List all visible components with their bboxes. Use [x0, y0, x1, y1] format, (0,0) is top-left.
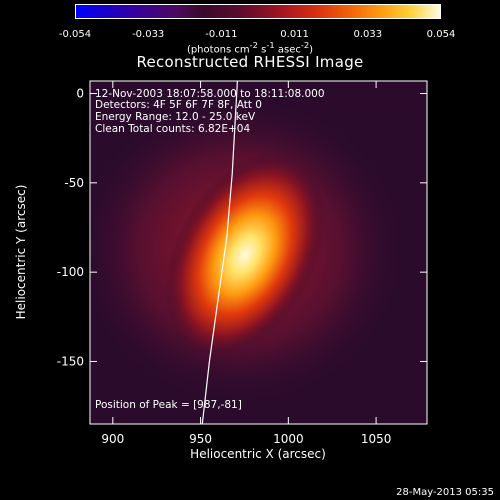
colorbar-tick-label: 0.033: [353, 29, 383, 40]
colorbar-units: (photons cm-2 s-1 asec-2): [186, 40, 314, 56]
y-tick-label: -50: [64, 176, 84, 190]
x-tick-label: 1000: [273, 432, 304, 446]
x-axis-label: Heliocentric X (arcsec): [190, 447, 326, 461]
solar-limb-curve: [201, 81, 238, 424]
info-clean: Clean Total counts: 6.82E+04: [95, 123, 250, 135]
x-tick-label: 900: [101, 432, 124, 446]
y-tick-label: -100: [57, 265, 84, 279]
plot-frame: [89, 80, 428, 425]
info-time: 12-Nov-2003 18:07:58.000 to 18:11:08.000: [95, 88, 325, 100]
y-tick-label: 0: [76, 87, 84, 101]
colorbar-tick-label: 0.054: [426, 29, 456, 40]
x-tick-label: 950: [189, 432, 212, 446]
footer-timestamp: 28-May-2013 05:35: [396, 487, 494, 498]
info-energy: Energy Range: 12.0 - 25.0 keV: [95, 111, 256, 123]
colorbar-tick-label: -0.033: [132, 29, 165, 40]
info-detectors: Detectors: 4F 5F 6F 7F 8F, Att 0: [95, 99, 262, 111]
colorbar: [75, 4, 441, 19]
colorbar-tick-label: 0.011: [280, 29, 309, 40]
y-tick-label: -150: [57, 354, 84, 368]
y-axis-label: Heliocentric Y (arcsec): [14, 185, 28, 320]
x-tick-label: 1050: [361, 432, 392, 446]
colorbar-tick-label: -0.054: [58, 29, 92, 40]
emission-source: [164, 152, 326, 358]
colorbar-tick-label: -0.011: [205, 29, 238, 40]
chart-title: Reconstructed RHESSI Image: [136, 53, 364, 71]
axes: 900 950 1000 1050 0 -50 -100 -150: [57, 81, 427, 446]
peak-position-label: Position of Peak = [987,-81]: [95, 399, 242, 411]
